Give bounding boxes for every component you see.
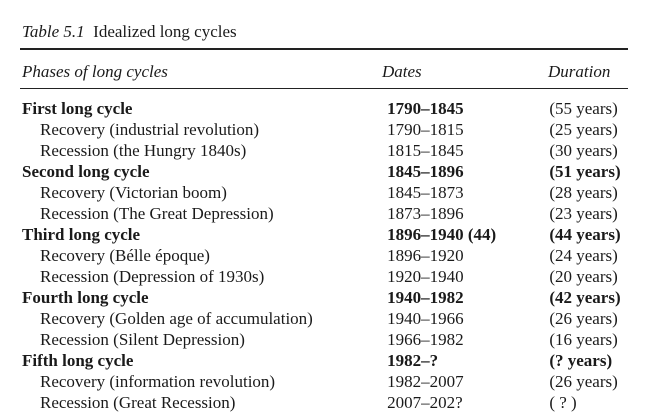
duration-cell: (16 years): [549, 330, 618, 349]
phase-cell: Recovery (information revolution): [40, 372, 276, 391]
duration-cell: (24 years): [549, 246, 618, 265]
phase-cell: Recession (Silent Depression): [40, 330, 245, 349]
duration-cell: (26 years): [549, 309, 618, 328]
phase-row: Recession (the Hungry 1840s) 1815–1845 (30…: [20, 140, 630, 161]
table-title: Idealized long cycles: [93, 22, 237, 41]
cycle-row: Second long cycle 1845–1896 (51 years): [20, 161, 630, 182]
dates-cell: 1845–1896: [387, 162, 464, 181]
dates-cell: 1790–1815: [387, 120, 464, 139]
header-dates: Dates: [382, 62, 422, 81]
dates-cell: 1873–1896: [387, 204, 464, 223]
phase-cell: Third long cycle: [22, 225, 141, 244]
duration-cell: (25 years): [549, 120, 618, 139]
header-rule: [20, 88, 628, 89]
cycle-row: Third long cycle 1896–1940 (44) (44 years): [20, 224, 630, 245]
phase-cell: Recovery (Victorian boom): [40, 183, 227, 202]
phase-row: Recession (The Great Depression) 1873–189…: [20, 203, 630, 224]
duration-cell: (44 years): [549, 225, 621, 244]
duration-cell: (55 years): [549, 99, 618, 118]
dates-cell: 1896–1920: [387, 246, 464, 265]
long-cycles-table: First long cycle 1790–1845 (55 years) Recov…: [20, 98, 630, 413]
duration-cell: (23 years): [549, 204, 618, 223]
dates-cell: 1940–1982: [387, 288, 464, 307]
phase-row: Recovery (Golden age of accumulation) 194…: [20, 308, 630, 329]
phase-cell: Recession (The Great Depression): [40, 204, 274, 223]
cycle-row: First long cycle 1790–1845 (55 years): [20, 98, 630, 119]
dates-cell: 1845–1873: [387, 183, 464, 202]
top-rule: [20, 48, 628, 50]
duration-cell: (20 years): [549, 267, 618, 286]
dates-cell: 1966–1982: [387, 330, 464, 349]
header-phase: Phases of long cycles: [22, 62, 168, 81]
phase-row: Recovery (Bélle époque) 1896–1920 (24 year…: [20, 245, 630, 266]
header-duration: Duration: [548, 62, 611, 81]
table-caption: Table 5.1 Idealized long cycles: [22, 21, 237, 43]
phase-row: Recession (Silent Depression) 1966–1982 (1…: [20, 329, 630, 350]
phase-cell: Fourth long cycle: [22, 288, 149, 307]
phase-cell: Recession (Depression of 1930s): [40, 267, 265, 286]
dates-cell: 1982–?: [387, 351, 439, 370]
duration-cell: (30 years): [549, 141, 618, 160]
table-number: Table 5.1: [22, 22, 85, 41]
dates-cell: 1896–1940 (44): [387, 225, 497, 244]
dates-cell: 1815–1845: [387, 141, 464, 160]
duration-cell: (42 years): [549, 288, 621, 307]
dates-cell: 1790–1845: [387, 99, 464, 118]
dates-cell: 2007–202?: [387, 393, 463, 412]
duration-cell: (51 years): [549, 162, 621, 181]
table-body: First long cycle 1790–1845 (55 years) Recov…: [20, 98, 630, 413]
phase-cell: First long cycle: [22, 99, 133, 118]
phase-cell: Recession (Great Recession): [40, 393, 236, 412]
dates-cell: 1940–1966: [387, 309, 464, 328]
phase-cell: Fifth long cycle: [22, 351, 134, 370]
phase-row: Recovery (information revolution) 1982–20…: [20, 371, 630, 392]
duration-cell: (26 years): [549, 372, 618, 391]
phase-cell: Recovery (Bélle époque): [40, 246, 210, 265]
phase-cell: Recession (the Hungry 1840s): [40, 141, 247, 160]
dates-cell: 1982–2007: [387, 372, 464, 391]
duration-cell: (? years): [549, 351, 613, 370]
phase-row: Recession (Great Recession) 2007–202? ( ? …: [20, 392, 630, 413]
cycle-row: Fourth long cycle 1940–1982 (42 years): [20, 287, 630, 308]
duration-cell: (28 years): [549, 183, 618, 202]
phase-cell: Recovery (Golden age of accumulation): [40, 309, 313, 328]
cycle-row: Fifth long cycle 1982–? (? years): [20, 350, 630, 371]
phase-row: Recession (Depression of 1930s) 1920–1940…: [20, 266, 630, 287]
phase-cell: Second long cycle: [22, 162, 150, 181]
phase-cell: Recovery (industrial revolution): [40, 120, 260, 139]
phase-row: Recovery (industrial revolution) 1790–181…: [20, 119, 630, 140]
dates-cell: 1920–1940: [387, 267, 464, 286]
phase-row: Recovery (Victorian boom) 1845–1873 (28 ye…: [20, 182, 630, 203]
duration-cell: ( ? ): [549, 393, 577, 412]
